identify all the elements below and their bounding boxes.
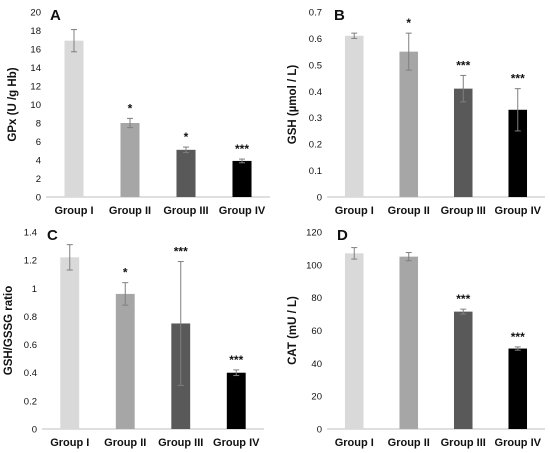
y-tick-label: 0.4 xyxy=(309,87,322,98)
y-tick-label: 4 xyxy=(36,156,41,167)
significance-marker: * xyxy=(128,101,133,115)
x-category-label: Group IV xyxy=(495,437,542,449)
bar xyxy=(344,35,364,198)
bar xyxy=(399,256,419,429)
chart-panel-c: 0 0.2 0.4 0.6 0.8 1 1.2 1.4 C GSH/GSSG ratio Group… xyxy=(3,227,264,449)
y-tick-label: 6 xyxy=(36,137,41,148)
y-tick-label: 1 xyxy=(32,284,37,295)
y-tick-label: 0.7 xyxy=(309,8,322,19)
y-tick-label: 10 xyxy=(30,100,41,111)
y-tick-label: 0.6 xyxy=(309,34,322,45)
significance-marker: *** xyxy=(235,142,249,156)
y-tick-label: 80 xyxy=(311,293,322,304)
y-tick-label: 0 xyxy=(36,193,41,204)
y-axis-label: GSH (µmol / L) xyxy=(287,65,299,145)
panel-label: D xyxy=(337,227,348,244)
y-tick-label: 14 xyxy=(30,63,41,74)
bar xyxy=(64,40,84,197)
bar xyxy=(453,88,473,197)
bar xyxy=(508,109,528,197)
y-tick-label: 60 xyxy=(311,326,322,337)
y-tick-label: 8 xyxy=(36,119,41,130)
y-tick-label: 0 xyxy=(317,193,322,204)
y-tick-label: 120 xyxy=(306,228,322,239)
y-axis-label: CAT (mU / L) xyxy=(287,296,299,365)
bar xyxy=(115,293,135,429)
significance-marker: *** xyxy=(456,58,470,72)
bar xyxy=(120,123,140,197)
y-tick-label: 0.5 xyxy=(309,60,322,71)
x-category-label: Group IV xyxy=(213,437,260,449)
panel-label: A xyxy=(50,7,61,24)
panel-label: B xyxy=(334,7,345,24)
y-tick-label: 0 xyxy=(32,425,37,436)
significance-marker: * xyxy=(406,16,411,30)
bar xyxy=(453,311,473,429)
y-tick-label: 16 xyxy=(30,45,41,56)
y-tick-label: 0.3 xyxy=(309,113,322,124)
bar xyxy=(232,160,252,197)
chart-panel-b: 0 0.1 0.2 0.3 0.4 0.5 0.6 0.7 B GSH (µmol / L) Gro… xyxy=(287,7,545,217)
y-tick-label: 0.6 xyxy=(24,340,37,351)
y-tick-label: 1.4 xyxy=(24,228,37,239)
significance-marker: *** xyxy=(511,330,525,344)
significance-marker: *** xyxy=(511,72,525,86)
y-tick-label: 0 xyxy=(317,425,322,436)
bar xyxy=(399,51,419,198)
y-tick-label: 0.2 xyxy=(24,396,37,407)
y-tick-label: 0.1 xyxy=(309,166,322,177)
x-category-label: Group III xyxy=(158,437,203,449)
x-category-label: Group II xyxy=(388,205,430,217)
significance-marker: *** xyxy=(174,245,188,259)
chart-panel-d: 0 20 40 60 80 100 120 D CAT (mU / L) Group I Group… xyxy=(287,227,545,449)
bar xyxy=(344,253,364,429)
bar xyxy=(508,348,528,429)
y-tick-label: 0.2 xyxy=(309,140,322,151)
x-category-label: Group I xyxy=(50,437,89,449)
y-tick-label: 2 xyxy=(36,174,41,185)
significance-marker: * xyxy=(184,130,189,144)
x-category-label: Group IV xyxy=(495,205,542,217)
x-category-label: Group III xyxy=(163,205,208,217)
x-category-label: Group II xyxy=(388,437,430,449)
y-tick-label: 12 xyxy=(30,82,41,93)
significance-marker: *** xyxy=(456,292,470,306)
panel-label: C xyxy=(47,227,58,244)
bar xyxy=(226,372,246,429)
x-category-label: Group III xyxy=(441,437,486,449)
y-tick-label: 20 xyxy=(30,8,41,19)
y-tick-label: 18 xyxy=(30,26,41,37)
significance-marker: * xyxy=(123,266,128,280)
y-tick-label: 0.4 xyxy=(24,368,37,379)
significance-marker: *** xyxy=(229,353,243,367)
x-category-label: Group IV xyxy=(219,205,266,217)
y-tick-label: 20 xyxy=(311,392,322,403)
x-category-label: Group II xyxy=(109,205,151,217)
bar xyxy=(60,257,80,429)
bar xyxy=(176,149,196,197)
y-axis-label: GSH/GSSG ratio xyxy=(3,286,15,375)
y-tick-label: 40 xyxy=(311,359,322,370)
x-category-label: Group I xyxy=(335,205,374,217)
x-category-label: Group I xyxy=(54,205,93,217)
y-axis-label: GPx (U /g Hb) xyxy=(7,67,19,141)
y-tick-label: 100 xyxy=(306,260,322,271)
x-category-label: Group II xyxy=(104,437,146,449)
x-category-label: Group III xyxy=(441,205,486,217)
y-tick-label: 0.8 xyxy=(24,312,37,323)
chart-panel-a: 0 2 4 6 8 10 12 14 16 18 20 A GPx (U /g Hb) Group I * G… xyxy=(7,7,270,217)
x-category-label: Group I xyxy=(335,437,374,449)
y-tick-label: 1.2 xyxy=(24,256,37,267)
